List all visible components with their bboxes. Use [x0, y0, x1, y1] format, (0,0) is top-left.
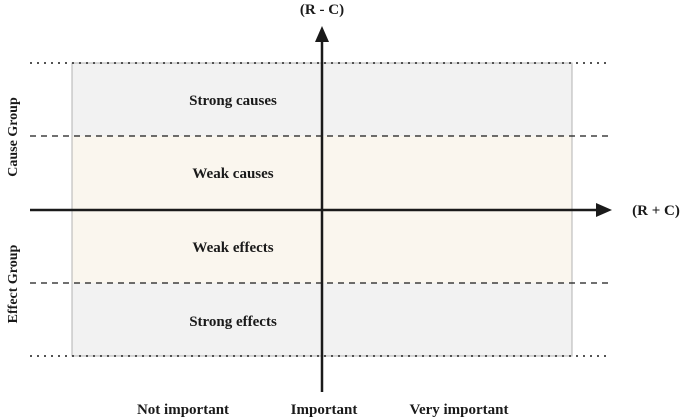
band-label-strong-effects: Strong effects [189, 314, 277, 330]
x-axis-label: (R + C) [632, 203, 680, 219]
importance-label-not-important: Not important [137, 402, 229, 418]
importance-label-very-important: Very important [409, 402, 508, 418]
band-label-strong-causes: Strong causes [189, 93, 277, 109]
band-label-weak-effects: Weak effects [192, 240, 273, 256]
horizontal-axis-arrowhead [596, 203, 612, 217]
cause-group-label: Cause Group [6, 97, 21, 177]
effect-group-label: Effect Group [6, 244, 21, 323]
band-label-weak-causes: Weak causes [192, 166, 273, 182]
y-axis-label: (R - C) [300, 2, 344, 18]
importance-label-important: Important [291, 402, 358, 418]
vertical-axis-arrowhead [315, 26, 329, 42]
